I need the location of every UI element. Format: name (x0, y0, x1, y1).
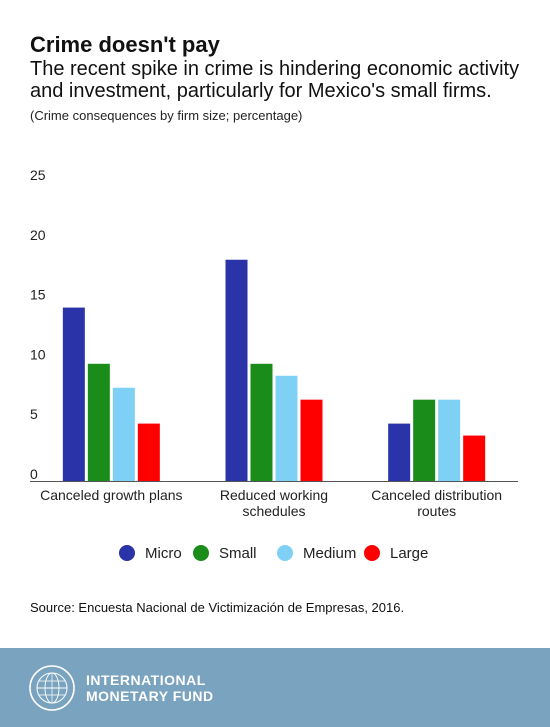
bar-large-2 (300, 399, 323, 481)
bar-large-3 (463, 435, 486, 481)
chart-note: (Crime consequences by firm size; percen… (30, 108, 303, 123)
bar-chart: 0 5 10 15 20 25 Canceled growth plans Reduced w… (30, 167, 518, 562)
footer-bar: INTERNATIONAL MONETARY FUND (0, 648, 550, 727)
bar-medium-2 (275, 375, 298, 481)
x-category-label: Canceled distribution routes (371, 487, 502, 519)
bar-medium-1 (112, 387, 135, 481)
legend-swatch-large (364, 545, 380, 561)
bar-small-3 (413, 399, 436, 481)
source-note: Source: Encuesta Nacional de Victimizaci… (30, 600, 405, 615)
x-category-label: Canceled growth plans (40, 487, 182, 503)
y-tick-label: 20 (30, 227, 46, 243)
legend-swatch-medium (277, 545, 293, 561)
imf-wordmark-line1: INTERNATIONAL (86, 672, 206, 688)
y-tick-label: 10 (30, 346, 46, 362)
bar-small-2 (250, 363, 273, 481)
legend-label-micro: Micro (145, 545, 182, 562)
imf-seal-icon (29, 665, 75, 711)
x-category-label: Reduced working schedules (220, 487, 328, 519)
legend-swatch-micro (119, 545, 135, 561)
bar-micro-3 (388, 423, 411, 481)
y-tick-label: 0 (30, 466, 38, 482)
imf-wordmark-line2: MONETARY FUND (86, 688, 214, 704)
y-tick-label: 15 (30, 287, 46, 303)
y-tick-label: 5 (30, 406, 38, 422)
imf-wordmark: INTERNATIONAL MONETARY FUND (86, 672, 214, 704)
bar-large-1 (137, 423, 160, 481)
chart-subtitle: The recent spike in crime is hindering e… (30, 58, 520, 102)
y-tick-label: 25 (30, 167, 46, 183)
x-category-label-line: routes (417, 503, 456, 519)
x-category-label-line: Reduced working (220, 487, 328, 503)
x-category-label-line: Canceled distribution (371, 487, 502, 503)
legend-label-large: Large (390, 545, 428, 562)
bar-micro-1 (62, 307, 85, 481)
x-category-label-line: schedules (242, 503, 305, 519)
chart-title: Crime doesn't pay (30, 32, 220, 57)
x-category-label-line: Canceled growth plans (40, 487, 182, 503)
bar-medium-3 (438, 399, 461, 481)
bar-micro-2 (225, 259, 248, 481)
legend-swatch-small (193, 545, 209, 561)
bar-small-1 (87, 363, 110, 481)
chart-header: Crime doesn't pay The recent spike in cr… (30, 32, 530, 124)
legend-label-small: Small (219, 545, 257, 562)
legend-label-medium: Medium (303, 545, 356, 562)
